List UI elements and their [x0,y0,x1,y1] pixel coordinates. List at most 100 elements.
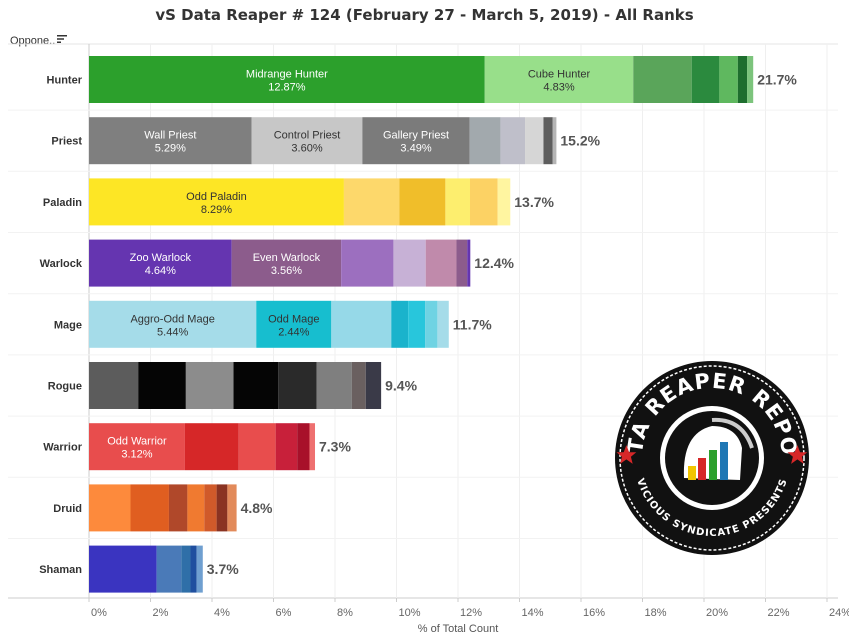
bar-segment[interactable] [89,56,485,103]
x-tick-label: 22% [768,607,790,619]
bar-segment[interactable] [469,117,501,165]
x-tick-label: 10% [399,607,421,619]
row-rogue: Rogue 9.4% [8,354,838,409]
bar-segment[interactable] [204,484,217,532]
bar-segment[interactable] [399,178,446,226]
bar-segment[interactable] [278,362,317,409]
x-tick-label: 6% [276,607,292,619]
row-total-label: 3.7% [207,561,239,577]
star-icon [616,445,637,464]
bar-segment[interactable] [437,300,449,348]
row-label: Druid [53,503,82,515]
bar-segment[interactable] [297,423,310,471]
bar-segment[interactable] [130,484,169,532]
segment-value-label: 5.29% [155,143,186,155]
bar-segment[interactable] [456,239,468,287]
bar-segment[interactable] [227,484,237,532]
row-total-label: 13.7% [514,194,554,210]
bar-segment[interactable] [500,117,526,165]
bar-segment[interactable] [275,423,298,471]
bar-segment[interactable] [633,56,692,103]
reaper-icon [683,417,754,480]
row-total-label: 7.3% [319,439,351,455]
x-tick-label: 12% [460,607,482,619]
bar-segment[interactable] [233,362,279,409]
segment-label: Control Priest [274,130,341,142]
bar-segment[interactable] [89,545,157,593]
bar-segment[interactable] [552,117,557,165]
bar-segment[interactable] [343,178,400,226]
row-total-label: 21.7% [757,72,797,88]
bar-segment[interactable] [181,545,191,593]
bar-segment[interactable] [89,484,131,532]
bar-segment[interactable] [425,300,438,348]
segment-value-label: 3.49% [400,143,431,155]
x-tick-label: 20% [706,607,728,619]
row-label: Rogue [48,381,82,393]
bar-segment[interactable] [89,423,185,471]
bar-segment[interactable] [168,484,188,532]
bar-segment[interactable] [365,362,382,409]
chart-title: vS Data Reaper # 124 (February 27 - Marc… [155,6,694,24]
row-total-label: 15.2% [560,133,600,149]
bar-segment[interactable] [525,117,544,165]
x-axis-title: % of Total Count [418,623,499,635]
bar-segment[interactable] [747,56,754,103]
bar-segment[interactable] [351,362,366,409]
bar-segment[interactable] [309,423,316,471]
bar-segment[interactable] [256,300,332,348]
x-tick-label: 24% [829,607,849,619]
segment-value-label: 4.64% [145,265,176,277]
star-icon [787,445,808,464]
bar-segment[interactable] [469,178,498,226]
bar-segment[interactable] [251,117,363,165]
bar-segment[interactable] [391,300,409,348]
bar-segment[interactable] [393,239,426,287]
x-tick-label: 18% [645,607,667,619]
bar-segment[interactable] [719,56,738,103]
bar-segment[interactable] [187,484,205,532]
bar-segment[interactable] [190,545,197,593]
row-label: Shaman [39,564,82,576]
bar-segment[interactable] [691,56,720,103]
segment-label: Cube Hunter [528,69,591,81]
bar-segment[interactable] [231,239,342,287]
bar-segment[interactable] [184,423,239,471]
bar-segment[interactable] [238,423,276,471]
bar-segment[interactable] [408,300,426,348]
sort-icon[interactable] [56,33,68,45]
bar-segment[interactable] [737,56,748,103]
bar-segment[interactable] [445,178,470,226]
bar-segment[interactable] [89,117,252,165]
bar-segment[interactable] [216,484,228,532]
bar-segment[interactable] [89,300,257,348]
segment-label: Zoo Warlock [130,252,192,264]
segment-label: Odd Warrior [107,436,167,448]
row-label: Paladin [43,197,82,209]
bar-segment[interactable] [89,178,344,226]
bar-segment[interactable] [196,545,203,593]
bar-segment[interactable] [331,300,392,348]
bar-segment[interactable] [138,362,186,409]
segment-label: Gallery Priest [383,130,449,142]
bar-segment[interactable] [362,117,470,165]
bar-segment[interactable] [497,178,511,226]
bar-segment[interactable] [425,239,457,287]
x-tick-label: 4% [214,607,230,619]
bar-segment[interactable] [156,545,182,593]
bar-segment[interactable] [89,239,232,287]
bar-segment[interactable] [316,362,352,409]
bar-segment[interactable] [89,362,139,409]
bar-segment[interactable] [341,239,394,287]
bar-segment[interactable] [543,117,553,165]
bar-segment[interactable] [484,56,634,103]
bar-segment[interactable] [185,362,234,409]
row-total-label: 4.8% [241,500,273,516]
x-tick-label: 16% [583,607,605,619]
bar-segment[interactable] [467,239,471,287]
